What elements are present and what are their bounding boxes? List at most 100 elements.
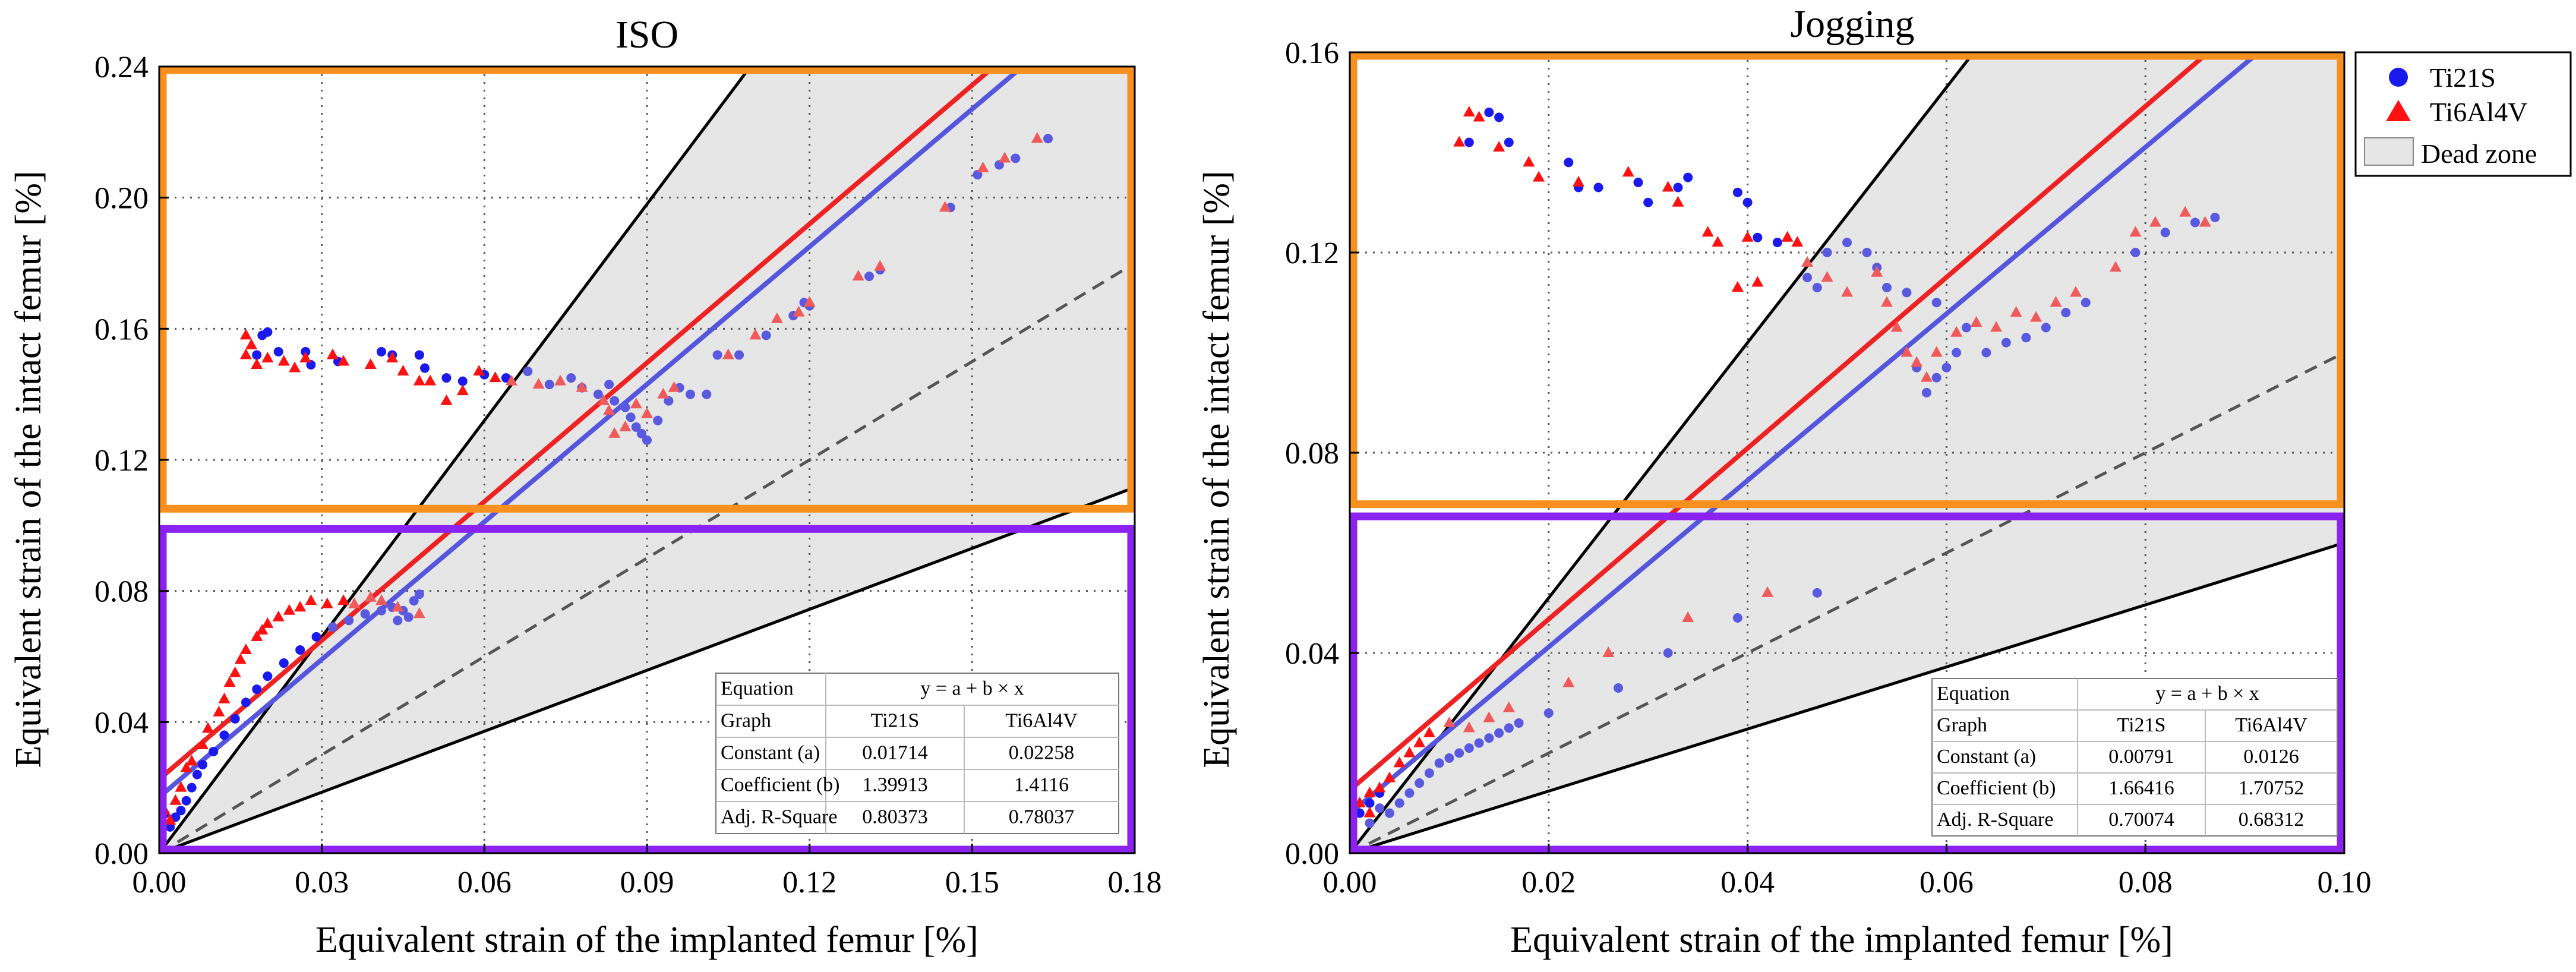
- point-ti21s: [360, 609, 370, 619]
- point-ti21s: [631, 422, 641, 432]
- point-ti21s: [327, 622, 337, 632]
- point-ti21s: [414, 350, 424, 360]
- x-axis-label: Equivalent strain of the implanted femur…: [1510, 920, 2173, 960]
- point-ti6al4v: [977, 162, 989, 173]
- point-ti21s: [734, 350, 744, 360]
- point-ti6al4v: [348, 597, 361, 608]
- point-ti6al4v: [852, 270, 864, 281]
- point-ti6al4v: [294, 601, 307, 612]
- point-ti6al4v: [1990, 321, 2003, 332]
- point-ti6al4v: [999, 152, 1011, 163]
- y-tick-label: 0.20: [94, 182, 149, 216]
- table-cell: 0.01714: [862, 742, 928, 764]
- point-ti6al4v: [289, 361, 301, 373]
- point-ti6al4v: [424, 374, 437, 386]
- table-cell: 1.70752: [2239, 777, 2304, 799]
- x-tick-label: 0.06: [1920, 866, 1974, 900]
- x-tick-label: 0.09: [620, 866, 674, 900]
- point-ti6al4v: [2199, 216, 2211, 227]
- table-cell: 0.0126: [2243, 746, 2299, 768]
- point-ti21s: [192, 769, 202, 780]
- y-tick-label: 0.08: [94, 575, 149, 609]
- point-ti6al4v: [364, 358, 377, 370]
- table-row-label: Coefficient (b): [1937, 777, 2056, 799]
- point-ti6al4v: [440, 394, 453, 405]
- point-ti21s: [864, 272, 875, 282]
- point-ti21s: [1812, 282, 1822, 292]
- fit-table: Equation y = a + b × x Graph Ti21S Ti6Al4V Co…: [1931, 678, 2338, 837]
- point-ti21s: [685, 389, 695, 399]
- point-ti6al4v: [261, 351, 274, 362]
- point-ti21s: [1921, 387, 1931, 397]
- point-ti6al4v: [1363, 786, 1376, 797]
- point-ti6al4v: [793, 305, 805, 317]
- point-ti21s: [1365, 818, 1375, 828]
- point-ti21s: [1613, 683, 1623, 693]
- legend: Ti21S Ti6Al4V Dead zone: [2354, 51, 2572, 177]
- point-ti6al4v: [771, 312, 783, 323]
- point-ti6al4v: [1443, 716, 1456, 727]
- point-ti6al4v: [749, 329, 762, 340]
- point-ti21s: [306, 360, 316, 370]
- table-column-header: Ti6Al4V: [1005, 710, 1078, 732]
- point-ti21s: [1434, 758, 1444, 768]
- point-ti21s: [1593, 182, 1603, 192]
- point-ti21s: [441, 373, 452, 383]
- axes: [158, 65, 1136, 854]
- table-equation: y = a + b × x: [920, 678, 1024, 700]
- point-ti6al4v: [196, 738, 209, 749]
- point-ti6al4v: [229, 666, 241, 677]
- y-tick-label: 0.00: [1285, 837, 1339, 871]
- point-ti6al4v: [603, 404, 615, 415]
- point-ti6al4v: [1841, 286, 1853, 297]
- point-ti6al4v: [1453, 135, 1466, 147]
- point-ti21s: [1732, 187, 1742, 197]
- point-ti6al4v: [1731, 280, 1744, 292]
- point-ti6al4v: [489, 371, 501, 383]
- point-ti6al4v: [413, 374, 425, 386]
- y-axis-label: Equivalent strain of the intact femur [%…: [1197, 171, 1237, 768]
- point-ti6al4v: [641, 407, 653, 418]
- point-ti6al4v: [1801, 255, 1814, 267]
- point-ti21s: [1474, 738, 1484, 748]
- point-ti6al4v: [386, 351, 399, 362]
- point-ti6al4v: [321, 597, 333, 608]
- point-ti6al4v: [2179, 206, 2192, 217]
- table-equation: y = a + b × x: [2155, 683, 2259, 705]
- point-ti6al4v: [473, 365, 485, 376]
- point-ti6al4v: [1533, 171, 1545, 182]
- point-ti6al4v: [1393, 756, 1406, 768]
- guide-lines: [159, 67, 1135, 853]
- point-ti21s: [626, 412, 636, 422]
- legend-marker-ti21s: [2389, 68, 2408, 87]
- point-ti6al4v: [397, 365, 409, 376]
- dead-zone-lower-line: [159, 485, 1135, 853]
- point-ti6al4v: [277, 355, 290, 366]
- point-ti21s: [273, 346, 283, 356]
- point-ti21s: [301, 346, 311, 356]
- point-ti6al4v: [1751, 276, 1764, 287]
- point-ti21s: [403, 612, 413, 622]
- table-column-header: Ti21S: [2117, 714, 2166, 736]
- point-ti21s: [457, 376, 468, 386]
- point-ti21s: [377, 605, 387, 616]
- x-tick-label: 0.03: [295, 866, 349, 900]
- table-graph-label: Graph: [721, 710, 771, 732]
- point-ti6al4v: [375, 594, 388, 605]
- point-ti21s: [1394, 798, 1404, 808]
- point-ti21s: [409, 596, 419, 606]
- point-ti6al4v: [2070, 286, 2082, 297]
- point-ti21s: [1494, 728, 1504, 738]
- point-ti6al4v: [251, 630, 263, 641]
- point-ti6al4v: [598, 394, 610, 405]
- point-ti21s: [241, 698, 251, 708]
- point-ti6al4v: [202, 722, 214, 733]
- point-ti21s: [263, 671, 273, 681]
- y-axis-label: Equivalent strain of the intact femur [%…: [8, 171, 49, 768]
- point-ti6al4v: [1423, 726, 1435, 737]
- point-ti21s: [1494, 112, 1504, 122]
- point-ti21s: [187, 782, 197, 793]
- region-boxes: [1349, 52, 2345, 854]
- point-ti21s: [176, 806, 186, 816]
